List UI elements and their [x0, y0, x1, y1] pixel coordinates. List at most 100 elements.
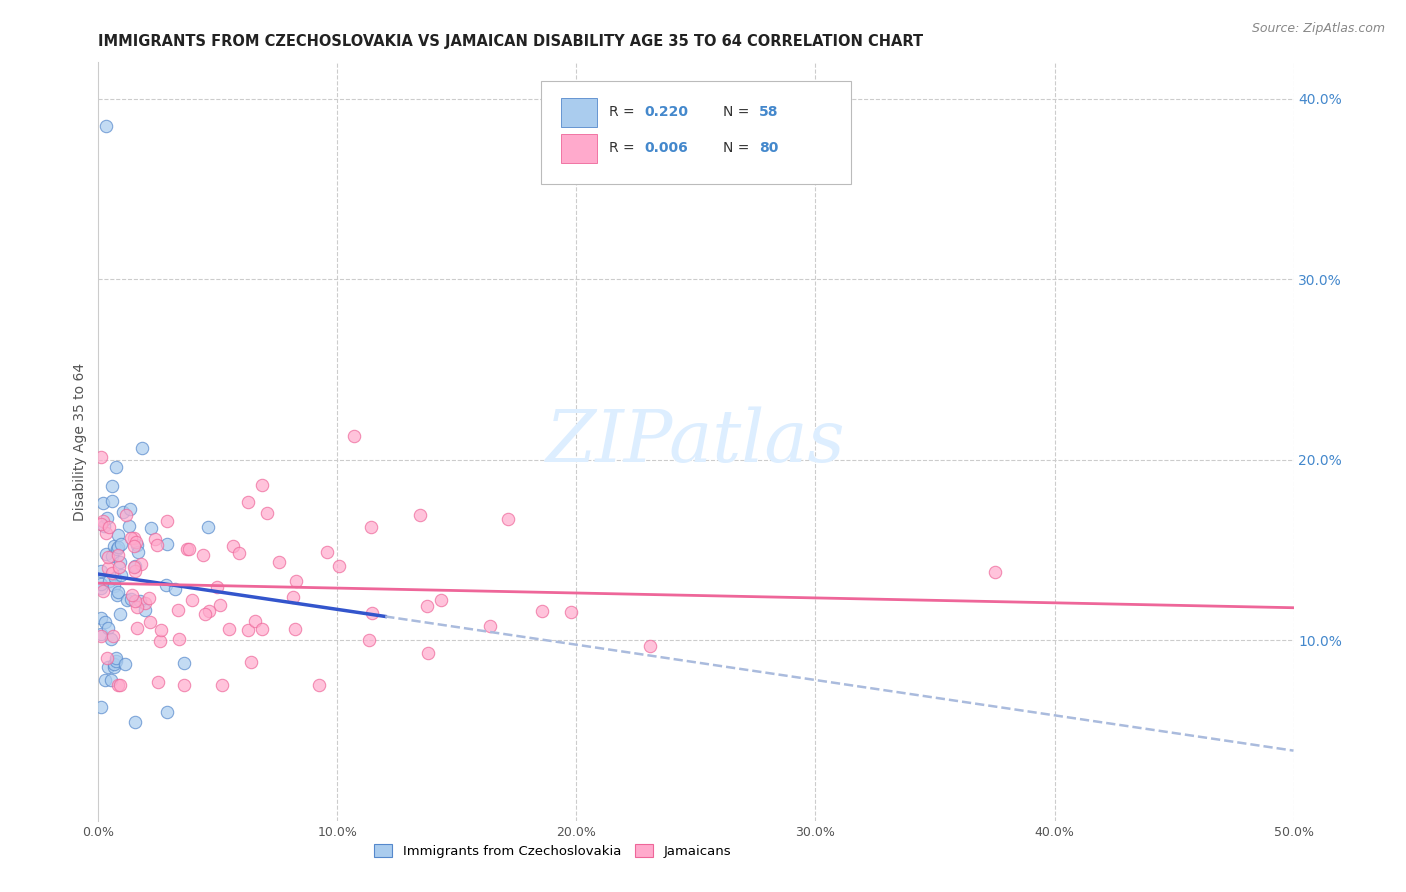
Point — [243, 615, 266, 629]
Point — [316, 545, 339, 559]
Point — [107, 549, 129, 563]
Point — [114, 657, 136, 671]
Point — [93, 519, 115, 533]
Point — [194, 607, 217, 622]
Point — [107, 585, 129, 599]
Point — [478, 619, 501, 633]
Point — [124, 593, 146, 607]
Point — [103, 657, 125, 671]
Point — [284, 622, 307, 636]
Point — [179, 541, 201, 556]
Point — [149, 633, 172, 648]
Text: N =: N = — [724, 104, 754, 119]
Point — [198, 604, 221, 618]
Point — [90, 611, 112, 625]
Point — [107, 540, 129, 554]
Point — [256, 507, 278, 521]
Point — [96, 526, 118, 541]
Point — [110, 568, 132, 582]
Point — [131, 441, 153, 455]
Point — [146, 675, 169, 690]
Point — [211, 678, 233, 692]
Point — [267, 555, 290, 569]
Point — [97, 561, 120, 575]
Point — [91, 496, 114, 510]
Point — [125, 535, 148, 549]
Point — [239, 655, 262, 669]
Point — [120, 502, 142, 516]
Point — [122, 560, 145, 574]
Point — [638, 639, 661, 653]
Point — [94, 548, 117, 562]
Point — [156, 514, 179, 528]
Point — [90, 582, 112, 596]
Point — [150, 623, 173, 637]
Point — [103, 629, 125, 643]
Point — [222, 539, 245, 553]
Point — [97, 520, 120, 534]
Point — [156, 537, 179, 551]
Point — [103, 539, 125, 553]
Point — [118, 519, 141, 533]
Point — [90, 517, 112, 532]
Point — [416, 646, 439, 660]
Point — [281, 590, 304, 604]
Point — [101, 566, 124, 580]
Point — [207, 580, 229, 594]
Point — [100, 673, 122, 688]
Text: N =: N = — [724, 141, 754, 155]
FancyBboxPatch shape — [541, 81, 852, 184]
Point — [124, 715, 146, 730]
Point — [103, 660, 125, 674]
Text: R =: R = — [609, 104, 638, 119]
Point — [343, 428, 366, 442]
Point — [107, 528, 129, 542]
Point — [173, 678, 195, 692]
Point — [530, 604, 553, 618]
Point — [97, 621, 120, 635]
Point — [121, 588, 143, 602]
FancyBboxPatch shape — [561, 135, 596, 163]
Point — [308, 678, 330, 692]
Point — [360, 519, 382, 533]
Point — [145, 538, 167, 552]
Point — [115, 508, 138, 522]
Point — [90, 628, 112, 642]
Point — [496, 512, 519, 526]
Point — [127, 538, 149, 552]
Point — [120, 592, 142, 607]
Point — [127, 599, 149, 614]
Point — [236, 623, 259, 637]
Point — [105, 651, 128, 665]
Point — [120, 531, 142, 545]
Point — [122, 539, 145, 553]
Point — [124, 559, 146, 574]
Text: 80: 80 — [759, 141, 779, 155]
Point — [129, 593, 152, 607]
Point — [238, 495, 260, 509]
Point — [91, 584, 114, 599]
Point — [250, 478, 273, 492]
Point — [108, 607, 131, 621]
Point — [104, 654, 127, 668]
Y-axis label: Disability Age 35 to 64: Disability Age 35 to 64 — [73, 362, 87, 521]
Point — [124, 565, 146, 579]
Text: Source: ZipAtlas.com: Source: ZipAtlas.com — [1251, 22, 1385, 36]
Point — [429, 592, 451, 607]
FancyBboxPatch shape — [561, 98, 596, 127]
Point — [90, 700, 112, 714]
Point — [228, 546, 250, 560]
Point — [560, 605, 582, 619]
Point — [139, 521, 162, 535]
Point — [105, 588, 128, 602]
Point — [127, 545, 149, 559]
Text: 0.006: 0.006 — [644, 141, 689, 155]
Point — [111, 505, 134, 519]
Point — [167, 632, 190, 647]
Point — [134, 596, 156, 610]
Point — [155, 578, 177, 592]
Text: ZIPatlas: ZIPatlas — [546, 406, 846, 477]
Point — [96, 651, 118, 665]
Point — [166, 603, 188, 617]
Point — [91, 514, 114, 528]
